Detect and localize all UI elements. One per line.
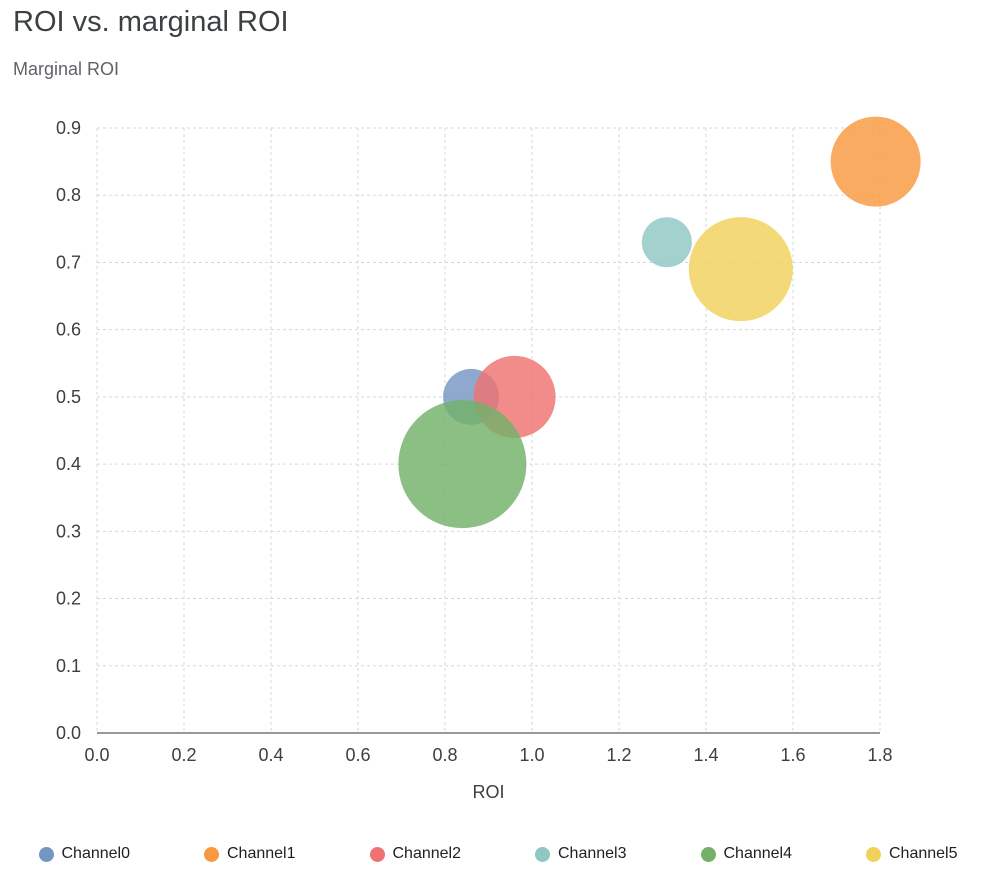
x-tick-label: 1.8 (867, 745, 892, 765)
legend-label: Channel5 (889, 845, 958, 862)
y-tick-label: 0.8 (56, 185, 81, 205)
bubble-chart: 0.0 0.2 0.4 0.6 0.8 1.0 1.2 1.4 1.6 1.8 0.0 0.1 0.2 0… (56, 116, 921, 765)
legend-label: Channel2 (392, 845, 462, 862)
legend-item-channel3[interactable]: Channel3 (535, 845, 627, 863)
legend: Channel0 Channel1 Channel2 Channel3 Channel4… (0, 845, 996, 863)
legend-swatch-channel1 (204, 846, 219, 862)
y-tick-label: 0.9 (56, 118, 81, 138)
legend-label: Channel1 (227, 845, 296, 862)
bubble-channel5[interactable] (688, 217, 793, 322)
legend-label: Channel4 (723, 845, 793, 862)
y-tick-label: 0.1 (56, 656, 81, 676)
x-tick-label: 0.0 (84, 745, 109, 765)
x-tick-label: 0.6 (345, 745, 370, 765)
y-tick-label: 0.7 (56, 252, 81, 272)
x-tick-label: 1.2 (606, 745, 631, 765)
legend-item-channel5[interactable]: Channel5 (866, 845, 958, 863)
x-tick-label: 1.6 (780, 745, 805, 765)
legend-label: Channel3 (558, 845, 627, 862)
y-tick-label: 0.6 (56, 320, 81, 340)
legend-label: Channel0 (61, 845, 131, 862)
y-tick-label: 0.2 (56, 589, 81, 609)
legend-item-channel1[interactable]: Channel1 (204, 845, 296, 863)
legend-swatch-channel3 (535, 846, 550, 862)
x-axis-title: ROI (472, 782, 505, 802)
legend-item-channel0[interactable]: Channel0 (38, 845, 131, 863)
y-axis-title: Marginal ROI (13, 59, 120, 79)
y-tick-label: 0.0 (56, 723, 81, 743)
bubble-channel3[interactable] (641, 217, 692, 268)
bubble-channel4[interactable] (398, 400, 527, 529)
legend-swatch-channel0 (38, 846, 54, 862)
legend-item-channel2[interactable]: Channel2 (369, 845, 462, 863)
x-tick-label: 1.4 (693, 745, 718, 765)
legend-swatch-channel4 (700, 846, 716, 862)
y-tick-label: 0.5 (56, 387, 81, 407)
bubble-channel1[interactable] (830, 116, 921, 207)
x-tick-label: 0.4 (258, 745, 283, 765)
x-tick-label: 0.2 (171, 745, 196, 765)
y-tick-label: 0.4 (56, 454, 81, 474)
y-tick-label: 0.3 (56, 521, 81, 541)
x-tick-label: 0.8 (432, 745, 457, 765)
legend-item-channel4[interactable]: Channel4 (700, 845, 793, 863)
legend-swatch-channel2 (369, 846, 385, 862)
legend-swatch-channel5 (866, 846, 881, 862)
chart-title: ROI vs. marginal ROI (13, 6, 289, 38)
x-tick-label: 1.0 (519, 745, 544, 765)
